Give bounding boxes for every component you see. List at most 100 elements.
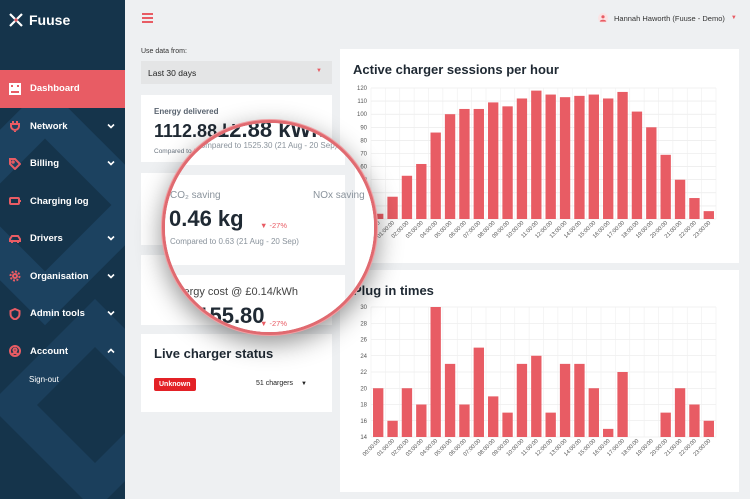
bar [689,404,700,437]
bar [545,412,556,437]
bar [416,163,427,219]
co2-saving-value: 0.46 kg [169,206,244,231]
status-badge: Unknown [154,378,196,391]
y-tick-label: 26 [360,338,367,344]
bar [703,211,714,219]
bar [502,412,513,437]
fuuse-logo-icon [9,13,23,27]
gear-icon [8,269,22,283]
energy-value-zoomed: 1112.88 kWh [195,120,325,142]
chargers-count: 51 chargers [256,380,293,387]
shield-icon [8,307,22,321]
dashboard-icon [8,82,22,96]
energy-compare-zoomed: Compared to 1525.30 (21 Aug - 20 Sep) [195,141,338,150]
sidebar-item-admin-tools[interactable]: Admin tools [0,295,125,333]
date-range-value: Last 30 days [148,68,197,78]
sidebar-item-network[interactable]: Network [0,108,125,146]
bar [488,396,499,437]
bar [473,347,484,437]
sidebar-item-label: Charging log [30,195,89,207]
y-tick-label: 18 [360,403,367,409]
bar [617,372,628,437]
bar [574,95,585,219]
energy-cost-value: £155.80 [185,303,265,328]
user-menu[interactable]: Hannah Haworth (Fuuse - Demo) ▼ [598,13,737,23]
user-icon [8,344,22,358]
bar [444,363,456,437]
bar [516,98,528,219]
bar [646,127,657,219]
bar [689,198,700,219]
bar [603,98,614,219]
sessions-per-hour-chart: 203040506070809010011012000:00:0001:00:0… [357,86,717,240]
sidebar-item-label: Organisation [30,270,89,282]
y-tick-label: 24 [360,354,367,360]
bar [674,388,686,437]
y-tick-label: 100 [357,112,368,118]
bar [559,97,571,219]
bar [373,388,384,437]
chevron-down-icon [107,234,115,242]
live-charger-status-card: Live charger status Unknown 51 chargers ▼ [141,334,332,412]
y-tick-label: 22 [360,370,367,376]
bar [373,213,384,219]
chevron-up-icon [107,347,115,355]
battery-icon [8,194,22,208]
y-tick-label: 16 [360,419,367,425]
bar [588,94,599,219]
sidebar-item-billing[interactable]: Billing [0,145,125,183]
chevron-down-icon: ▼ [730,15,737,21]
energy-cost-title: Energy cost @ £0.14/kWh [170,286,298,298]
y-tick-label: 20 [360,386,367,392]
y-tick-label: 120 [357,86,368,92]
chevron-down-icon [107,122,115,130]
fuuse-logo[interactable]: Fuuse [8,12,70,28]
magnifier-lens: 1112.88 kWh Compared to 1525.30 (21 Aug … [162,120,377,335]
date-range-select[interactable]: Last 30 days ▼ [141,61,332,84]
bar [488,102,499,219]
bar [660,412,671,437]
tag-icon [8,157,22,171]
plug-in-times-chart: 14161820222426283000:00:0001:00:0002:00:… [360,305,717,458]
y-tick-label: 14 [360,435,367,441]
co2-compare: Compared to 0.63 (21 Aug - 20 Sep) [170,237,299,246]
bar [473,108,484,219]
plug-in-times-panel: 14161820222426283000:00:0001:00:0002:00:… [340,270,739,492]
sidebar-item-label: Network [30,120,68,132]
chargers-dropdown[interactable]: 51 chargers ▼ [256,380,307,387]
sidebar-item-label: Billing [30,158,60,170]
chart-title: Active charger sessions per hour [353,62,559,77]
bar [387,196,398,219]
co2-delta: ▼ -27% [260,221,288,230]
date-range-label: Use data from: [141,48,187,55]
sidebar-item-dashboard[interactable]: Dashboard [0,70,125,108]
sidebar-item-organisation[interactable]: Organisation [0,258,125,296]
sign-out-link[interactable]: Sign-out [29,375,59,384]
bar [703,420,714,437]
plug-icon [8,119,22,133]
bar [416,404,427,437]
car-icon [8,232,22,246]
nox-saving-title: NOx saving [313,190,365,201]
chevron-down-icon [107,159,115,167]
sidebar-item-charging-log[interactable]: Charging log [0,183,125,221]
sidebar-item-drivers[interactable]: Drivers [0,220,125,258]
sidebar-item-label: Dashboard [30,83,80,95]
bar [574,363,585,437]
bar [430,307,441,437]
chevron-down-icon: ▼ [316,68,322,74]
sidebar-nav: Dashboard Network Billing Charging log Drive… [0,70,125,370]
bar [444,114,456,219]
bar [430,132,441,219]
bar [545,94,556,219]
y-tick-label: 110 [357,99,367,105]
user-avatar-icon [598,13,608,23]
sidebar: Fuuse Dashboard Network Billing Charging lo… [0,0,125,499]
energy-cost-delta: ▼ -27% [260,319,288,328]
bar [516,363,528,437]
sidebar-item-account[interactable]: Account [0,333,125,371]
chevron-down-icon: ▼ [300,381,307,387]
bar [459,108,470,219]
menu-toggle-button[interactable] [142,13,153,23]
card-title: Live charger status [154,346,274,361]
